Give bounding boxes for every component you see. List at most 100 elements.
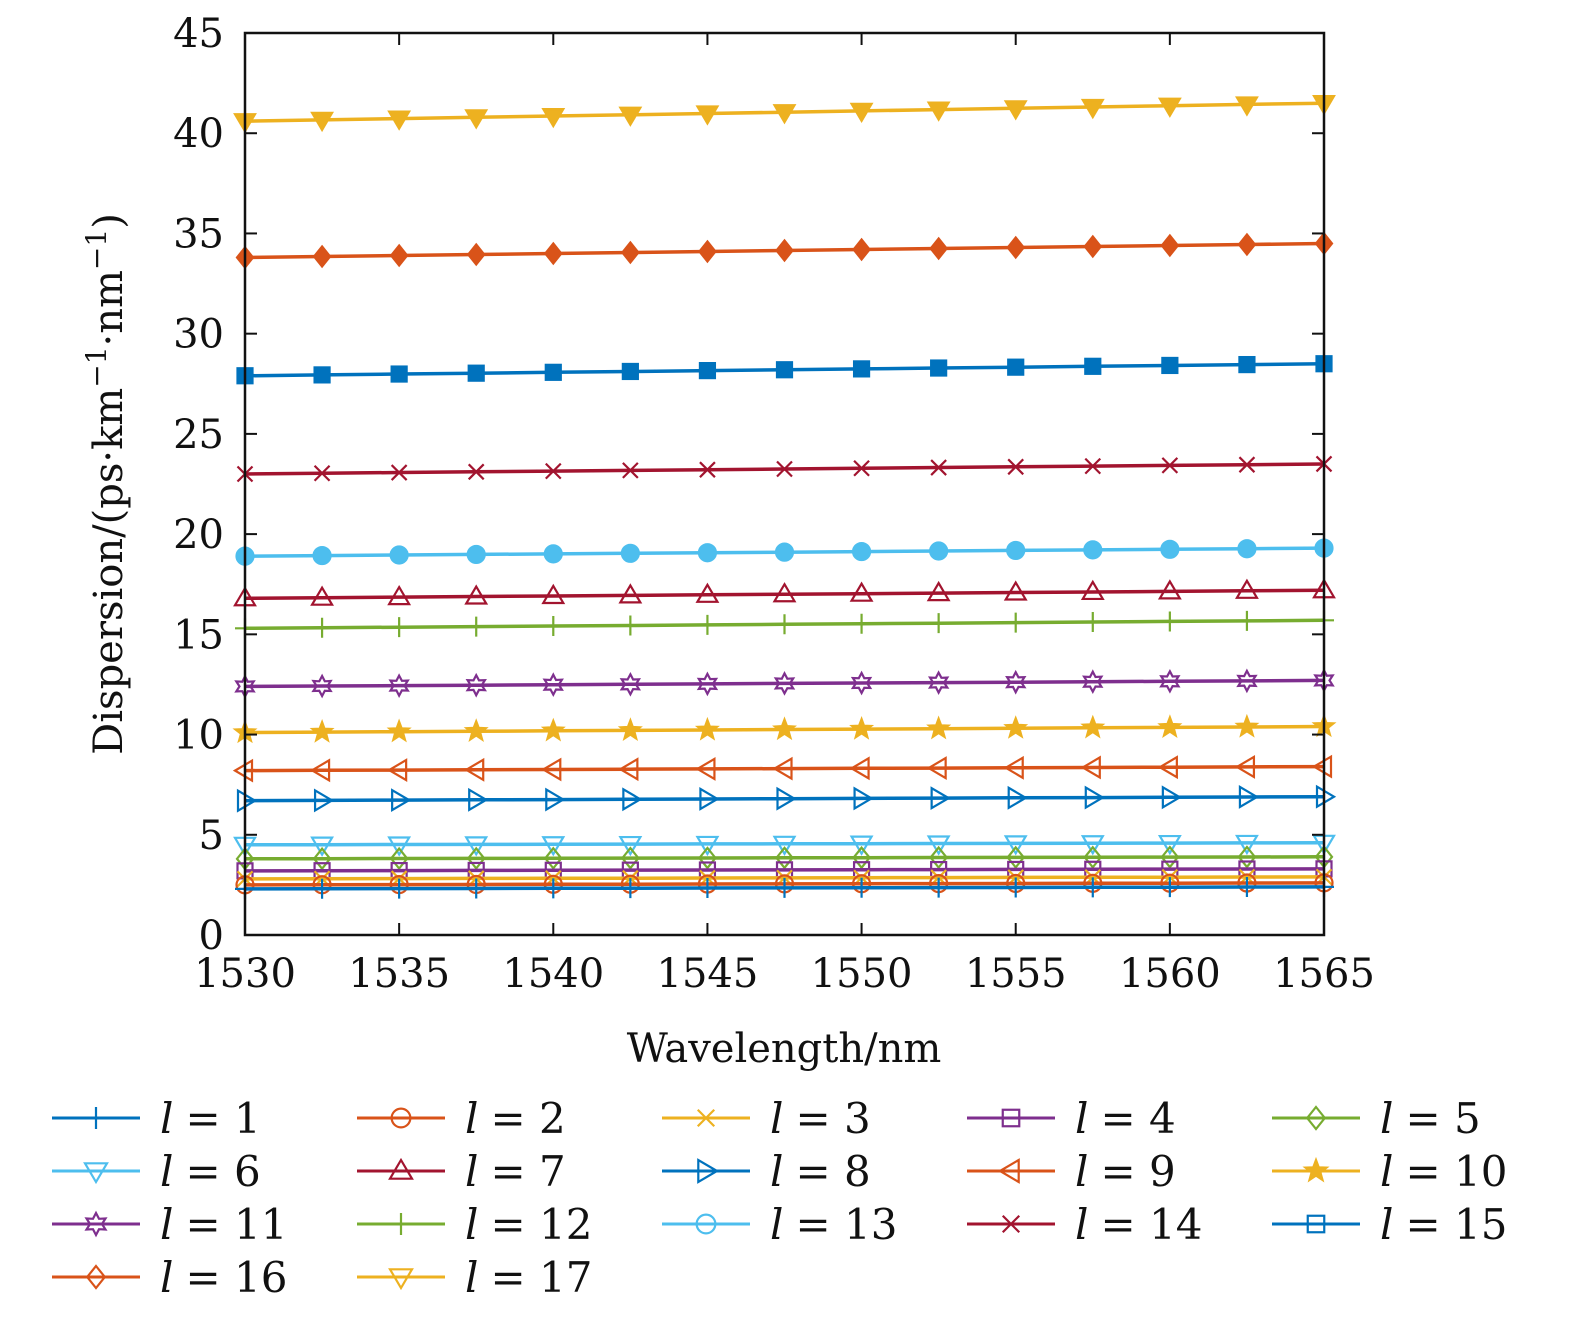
data-point [849, 715, 875, 740]
legend-item-2: l = 2 [357, 1094, 566, 1143]
data-point [466, 878, 487, 899]
axis-tick-labels: 1530 1535 1540 1545 1550 1555 1560 1565 0 5 10 15 20… [173, 11, 1375, 997]
data-point [695, 835, 720, 857]
data-point [775, 238, 794, 263]
data-point [849, 102, 874, 124]
data-point [622, 462, 639, 479]
plot-frame [243, 31, 1326, 937]
data-point [851, 613, 872, 634]
legend-marker [388, 1157, 414, 1180]
data-point [1235, 96, 1259, 117]
legend-item-12: l = 12 [357, 1200, 592, 1249]
data-point [313, 464, 331, 482]
data-point [699, 461, 716, 478]
legend-marker [695, 1213, 717, 1235]
y-tick-label: 40 [173, 111, 224, 157]
data-point [463, 718, 489, 742]
data-point [387, 110, 412, 131]
legend-marker [1001, 1108, 1021, 1128]
x-tick-label: 1550 [811, 951, 913, 997]
series-1 [235, 876, 1334, 899]
data-point [467, 463, 485, 481]
data-point [1080, 835, 1105, 856]
data-point [387, 836, 412, 857]
data-point [929, 845, 949, 870]
x-tick-label: 1535 [348, 951, 450, 997]
data-point [1082, 612, 1103, 633]
data-point [698, 239, 717, 264]
data-point [387, 584, 412, 606]
data-point [312, 878, 333, 899]
data-point [1235, 578, 1259, 599]
data-point [926, 715, 952, 740]
data-point [543, 616, 564, 637]
data-point [695, 582, 720, 603]
y-tick-label: 35 [173, 211, 224, 257]
data-point [309, 718, 335, 743]
legend-item-14: l = 14 [967, 1200, 1202, 1249]
legend-item-3: l = 3 [662, 1094, 871, 1143]
data-point [929, 236, 949, 261]
data-point [620, 878, 641, 899]
data-point [464, 836, 489, 857]
legend-marker [390, 1107, 412, 1129]
data-point [930, 459, 947, 476]
data-point [1237, 232, 1257, 257]
data-point [1007, 785, 1028, 810]
data-point [775, 361, 794, 379]
data-point [1235, 834, 1259, 856]
data-point [1159, 668, 1181, 694]
data-point [545, 787, 566, 812]
data-point [543, 846, 563, 871]
data-point [1161, 785, 1183, 810]
series-line-7 [244, 588, 1325, 601]
data-point [697, 614, 718, 635]
data-point [540, 717, 566, 742]
data-point [1007, 358, 1025, 376]
data-point [849, 581, 874, 602]
series-11 [234, 668, 1335, 699]
data-point [1157, 714, 1183, 739]
data-point [852, 237, 871, 262]
series-9 [232, 754, 1333, 783]
data-point [850, 670, 873, 696]
data-point [389, 878, 410, 899]
data-point [312, 846, 332, 871]
data-point [232, 758, 254, 783]
data-point [388, 673, 410, 698]
data-point [1005, 877, 1026, 898]
data-point [618, 835, 643, 857]
legend-marker [83, 1162, 109, 1185]
data-point [1159, 611, 1180, 632]
legend-item-5: l = 5 [1272, 1094, 1481, 1143]
x-tick-label: 1545 [657, 951, 759, 997]
series-8 [236, 784, 1337, 813]
data-point [309, 758, 331, 783]
x-tick-label: 1555 [965, 951, 1067, 997]
series-line-6 [244, 841, 1325, 847]
data-point [1084, 457, 1102, 475]
series-10 [232, 713, 1337, 744]
data-point [1315, 784, 1337, 809]
series-16 [235, 231, 1334, 270]
y-tick-label: 45 [173, 11, 224, 57]
y-tick-label: 15 [173, 612, 224, 658]
data-point [1236, 877, 1257, 898]
data-point [312, 244, 332, 269]
data-point [1238, 785, 1260, 809]
data-point [465, 672, 487, 698]
data-point [386, 718, 412, 743]
data-point [236, 788, 258, 813]
data-point [699, 787, 720, 811]
series-line-11 [244, 678, 1325, 689]
legend-label: l = 15 [1380, 1200, 1507, 1249]
legend-marker [390, 1213, 412, 1235]
legend-label: l = 6 [160, 1147, 261, 1196]
data-point [541, 583, 566, 605]
data-point [1003, 100, 1028, 121]
data-point [1237, 845, 1257, 869]
data-point [389, 617, 410, 638]
data-point [1161, 356, 1179, 375]
data-point [1006, 845, 1026, 870]
data-point [464, 757, 485, 782]
